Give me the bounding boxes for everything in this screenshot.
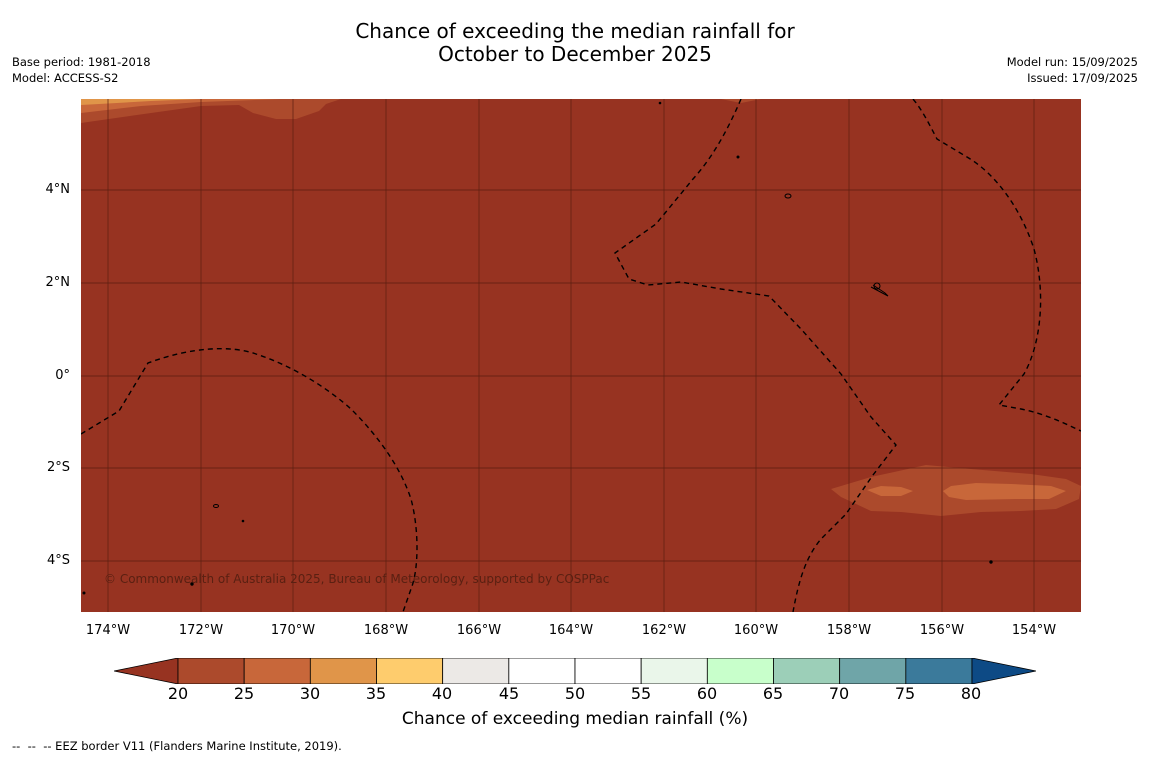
colorbar-arrow-low bbox=[114, 658, 179, 684]
island-j bbox=[82, 591, 86, 595]
contour-region-east-30-35-b bbox=[943, 483, 1066, 500]
island-e bbox=[241, 519, 245, 523]
colorbar-segment bbox=[376, 658, 444, 684]
colorbar-segment bbox=[309, 658, 377, 684]
lon-label-166w: 166°W bbox=[456, 623, 502, 638]
colorbar-segment bbox=[177, 658, 245, 684]
eez-border-east bbox=[912, 99, 1081, 432]
contour-region-east-small bbox=[867, 486, 913, 496]
colorbar-tick-80: 80 bbox=[960, 684, 982, 703]
colorbar-tick-65: 65 bbox=[762, 684, 784, 703]
lat-label-2s: 2°S bbox=[46, 460, 70, 475]
lon-label-172w: 172°W bbox=[178, 623, 224, 638]
lon-label-174w: 174°W bbox=[85, 623, 131, 638]
colorbar-tick-60: 60 bbox=[696, 684, 718, 703]
lon-label-158w: 158°W bbox=[826, 623, 872, 638]
colorbar-segment bbox=[905, 658, 973, 684]
meta-right: Model run: 15/09/2025 Issued: 17/09/2025 bbox=[1007, 54, 1138, 86]
base-period: Base period: 1981-2018 bbox=[12, 55, 151, 69]
lon-label-162w: 162°W bbox=[641, 623, 687, 638]
issued-date: Issued: 17/09/2025 bbox=[1027, 71, 1138, 85]
island-c bbox=[870, 284, 889, 297]
colorbar-segment bbox=[508, 658, 576, 684]
colorbar-segment bbox=[706, 658, 774, 684]
lat-label-2n: 2°N bbox=[45, 275, 71, 290]
island-h bbox=[736, 155, 740, 159]
colorbar-tick-25: 25 bbox=[233, 684, 255, 703]
map-canvas bbox=[81, 99, 1081, 612]
colorbar-segment bbox=[243, 658, 311, 684]
graticule bbox=[81, 99, 1081, 612]
island-a bbox=[784, 193, 792, 199]
colorbar-tick-55: 55 bbox=[630, 684, 652, 703]
colorbar-tick-40: 40 bbox=[431, 684, 453, 703]
contour-region-top-center bbox=[721, 99, 761, 103]
colorbar-label: Chance of exceeding median rainfall (%) bbox=[401, 709, 749, 729]
colorbar-segments bbox=[114, 658, 1036, 684]
island-f bbox=[190, 582, 194, 586]
colorbar-tick-50: 50 bbox=[564, 684, 586, 703]
lon-label-170w: 170°W bbox=[270, 623, 316, 638]
colorbar-tick-30: 30 bbox=[299, 684, 321, 703]
island-d bbox=[213, 504, 219, 508]
lat-label-4n: 4°N bbox=[45, 182, 71, 197]
lon-label-156w: 156°W bbox=[919, 623, 965, 638]
meta-left: Base period: 1981-2018 Model: ACCESS-S2 bbox=[12, 54, 151, 86]
title-line-2: October to December 2025 bbox=[438, 42, 712, 66]
colorbar bbox=[114, 658, 1036, 684]
model-run: Model run: 15/09/2025 bbox=[1006, 55, 1138, 69]
colorbar-segment bbox=[640, 658, 708, 684]
colorbar-segment bbox=[442, 658, 510, 684]
title-line-1: Chance of exceeding the median rainfall … bbox=[355, 19, 795, 43]
colorbar-segment bbox=[839, 658, 907, 684]
colorbar-segment bbox=[773, 658, 841, 684]
islands bbox=[82, 101, 993, 595]
map-background bbox=[81, 99, 1081, 612]
colorbar-tick-20: 20 bbox=[167, 684, 189, 703]
lon-label-154w: 154°W bbox=[1011, 623, 1057, 638]
colorbar-segment bbox=[574, 658, 642, 684]
lon-label-164w: 164°W bbox=[548, 623, 594, 638]
map-title: Chance of exceeding the median rainfall … bbox=[0, 20, 1150, 66]
colorbar-tick-35: 35 bbox=[365, 684, 387, 703]
eez-border-note: -- -- -- EEZ border V11 (Flanders Marine… bbox=[12, 739, 342, 753]
lat-label-4s: 4°S bbox=[46, 553, 70, 568]
colorbar-tick-70: 70 bbox=[828, 684, 850, 703]
lat-label-0: 0° bbox=[55, 368, 70, 383]
colorbar-tick-75: 75 bbox=[894, 684, 916, 703]
eez-borders bbox=[81, 99, 1081, 612]
eez-border-west bbox=[81, 347, 418, 612]
island-i bbox=[658, 101, 662, 105]
model-name: Model: ACCESS-S2 bbox=[12, 71, 119, 85]
lon-label-168w: 168°W bbox=[363, 623, 409, 638]
island-g bbox=[989, 560, 993, 564]
lon-label-160w: 160°W bbox=[733, 623, 779, 638]
colorbar-tick-45: 45 bbox=[498, 684, 520, 703]
eez-border-center bbox=[614, 99, 897, 612]
contour-region-30-35 bbox=[81, 99, 281, 113]
copyright-notice: © Commonwealth of Australia 2025, Bureau… bbox=[104, 572, 610, 586]
colorbar-arrow-high bbox=[971, 658, 1036, 684]
contour-region-35-40 bbox=[81, 99, 201, 105]
